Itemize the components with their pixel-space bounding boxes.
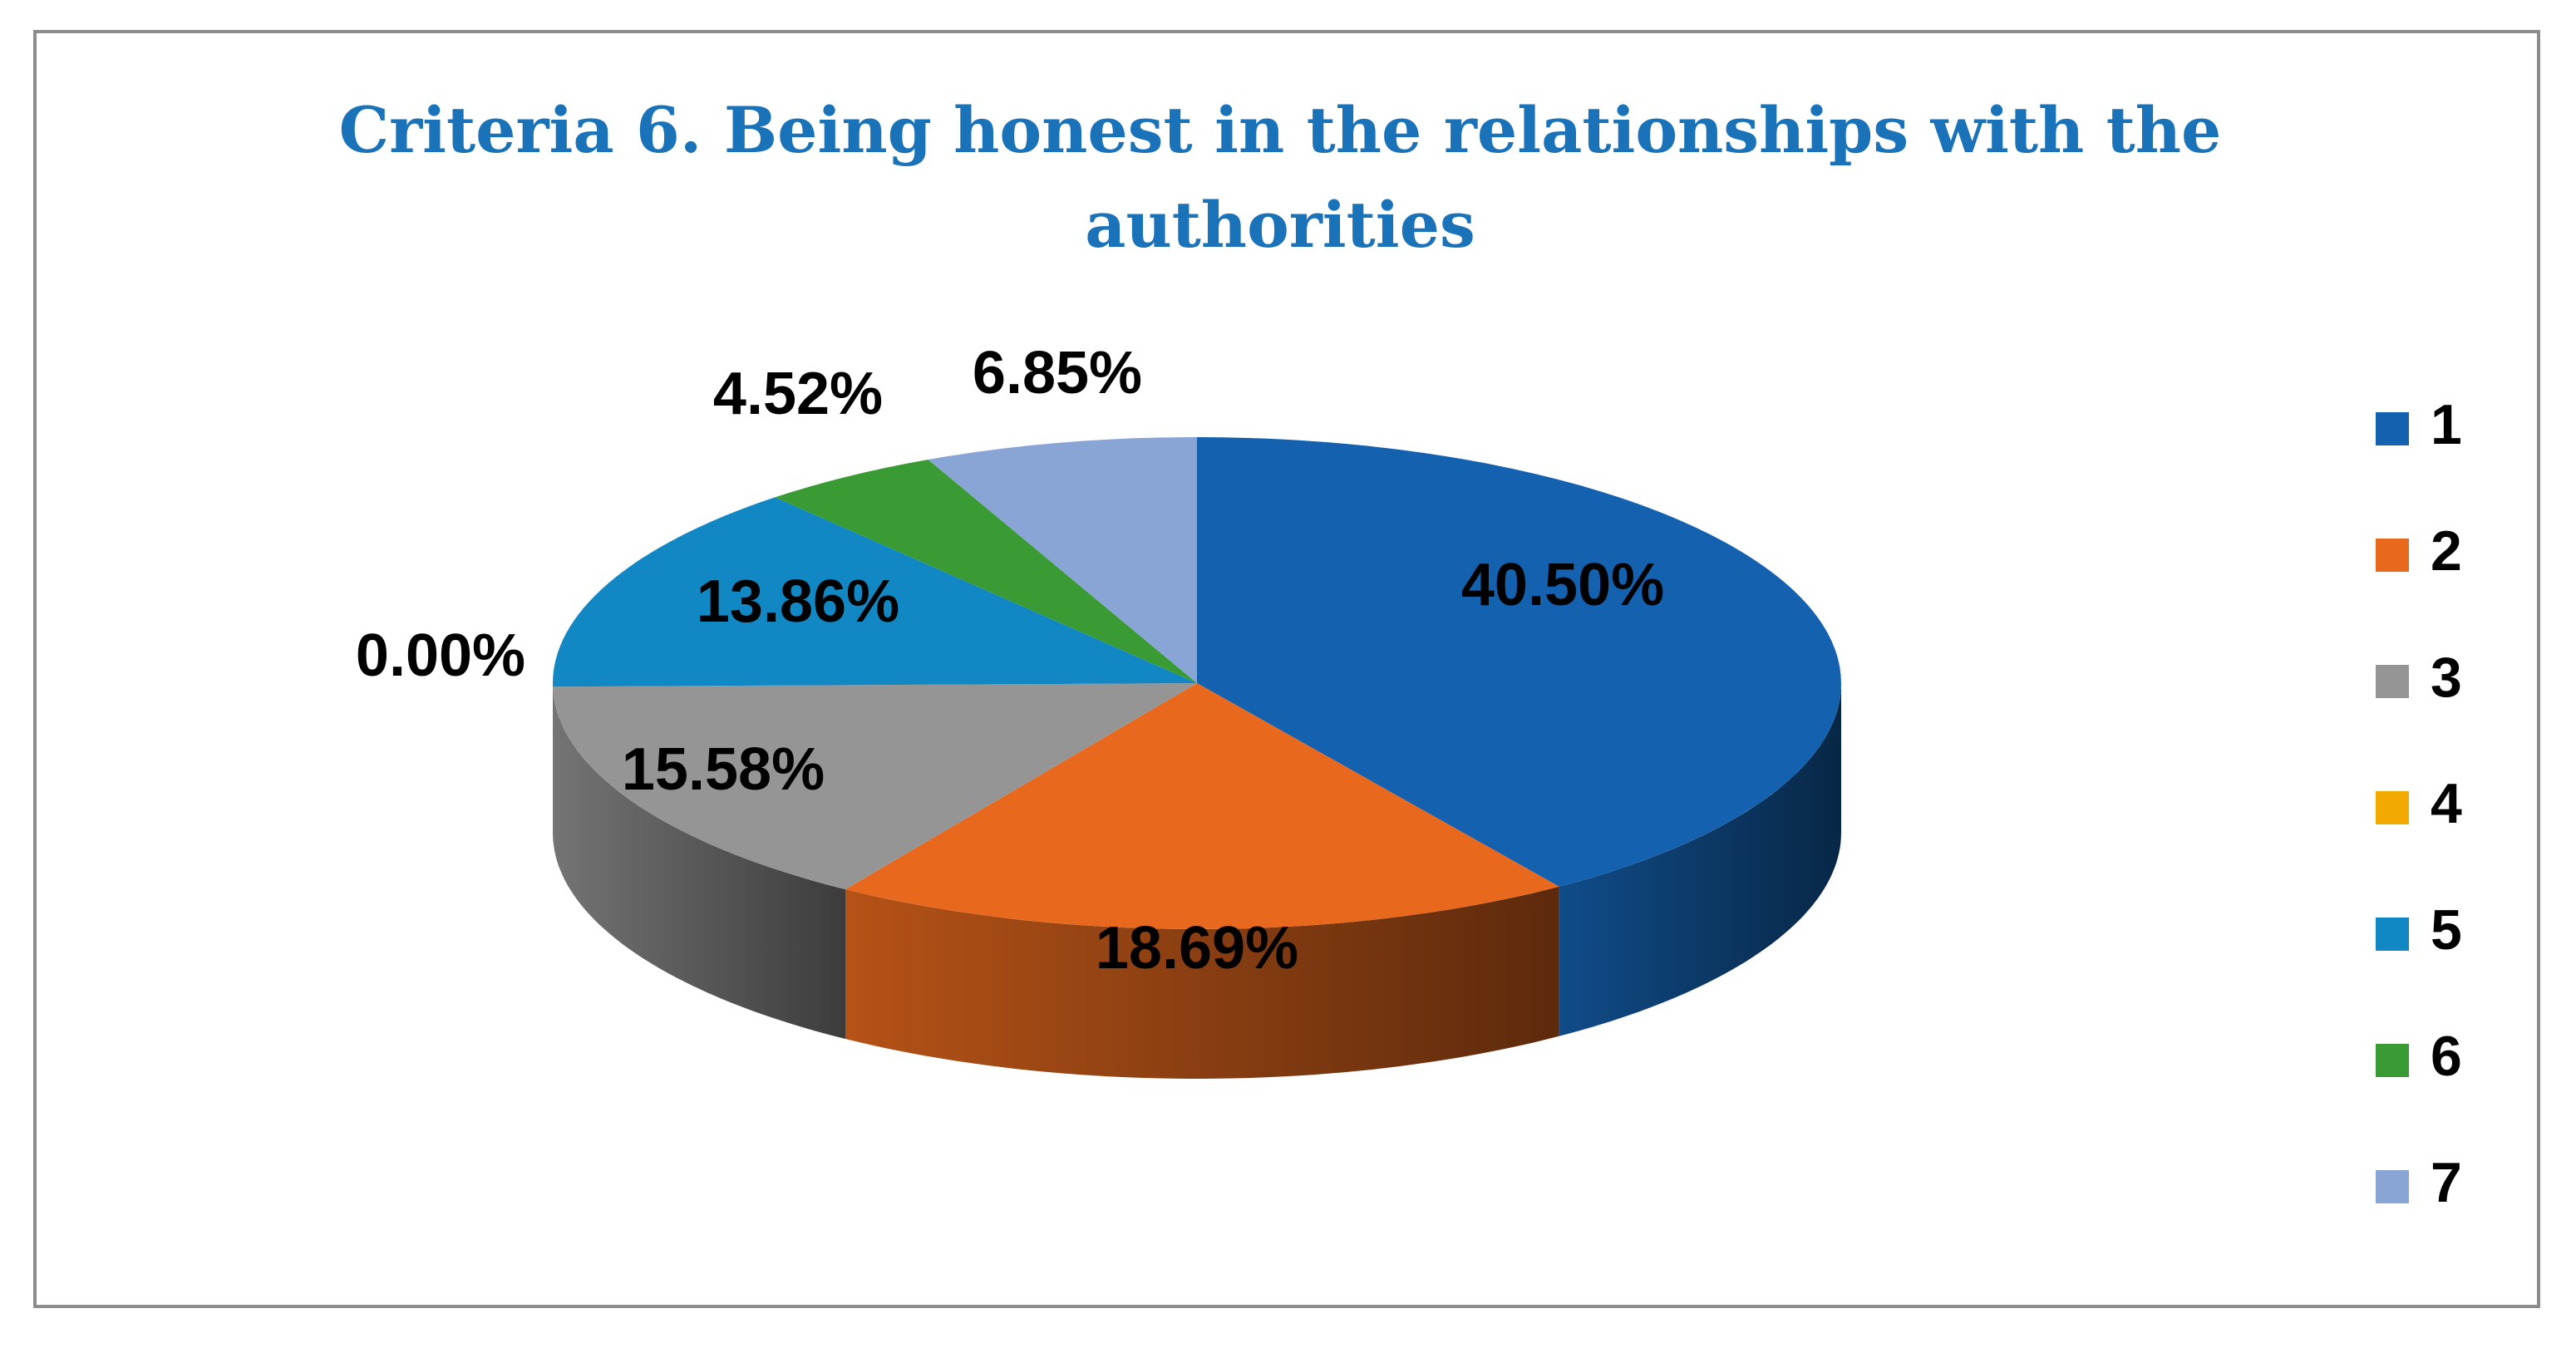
pie-side-1 bbox=[1559, 683, 1841, 1036]
legend-label-6: 6 bbox=[2431, 1025, 2462, 1088]
pie-side-3 bbox=[553, 686, 845, 1039]
pie-slice-5 bbox=[553, 497, 1197, 687]
legend-label-4: 4 bbox=[2431, 772, 2462, 835]
pie-sides bbox=[553, 683, 1841, 1079]
legend-label-3: 3 bbox=[2431, 646, 2462, 709]
legend-swatch-1 bbox=[2376, 412, 2409, 445]
pie-slice-2 bbox=[845, 683, 1559, 929]
data-labels: 40.50% 18.69% 15.58% 0.00% 13.86% 4.52% 6.85% bbox=[356, 340, 1664, 982]
data-label-7: 6.85% bbox=[973, 340, 1142, 406]
pie-tops bbox=[553, 437, 1841, 929]
legend-label-5: 5 bbox=[2431, 898, 2462, 962]
pie-slice-1 bbox=[1197, 437, 1841, 887]
pie-slice-3 bbox=[553, 683, 1197, 889]
legend: 1 2 3 4 5 6 7 bbox=[2376, 393, 2462, 1214]
pie-slice-7 bbox=[928, 437, 1197, 683]
pie-side-2 bbox=[845, 886, 1559, 1079]
data-label-1: 40.50% bbox=[1461, 552, 1664, 618]
legend-label-2: 2 bbox=[2431, 519, 2462, 583]
legend-swatch-7 bbox=[2376, 1170, 2409, 1203]
legend-swatch-2 bbox=[2376, 539, 2409, 572]
legend-label-1: 1 bbox=[2431, 393, 2462, 456]
data-label-4: 0.00% bbox=[356, 622, 525, 689]
chart-title: Criteria 6. Being honest in the relation… bbox=[338, 93, 2222, 262]
data-label-6: 4.52% bbox=[713, 361, 883, 427]
data-label-3: 15.58% bbox=[622, 736, 825, 803]
legend-swatch-6 bbox=[2376, 1044, 2409, 1077]
legend-swatch-4 bbox=[2376, 791, 2409, 824]
data-label-5: 13.86% bbox=[697, 568, 899, 635]
data-label-2: 18.69% bbox=[1096, 915, 1298, 982]
legend-swatch-3 bbox=[2376, 665, 2409, 698]
legend-label-7: 7 bbox=[2431, 1151, 2462, 1214]
legend-swatch-5 bbox=[2376, 918, 2409, 951]
pie-slice-6 bbox=[775, 460, 1197, 683]
